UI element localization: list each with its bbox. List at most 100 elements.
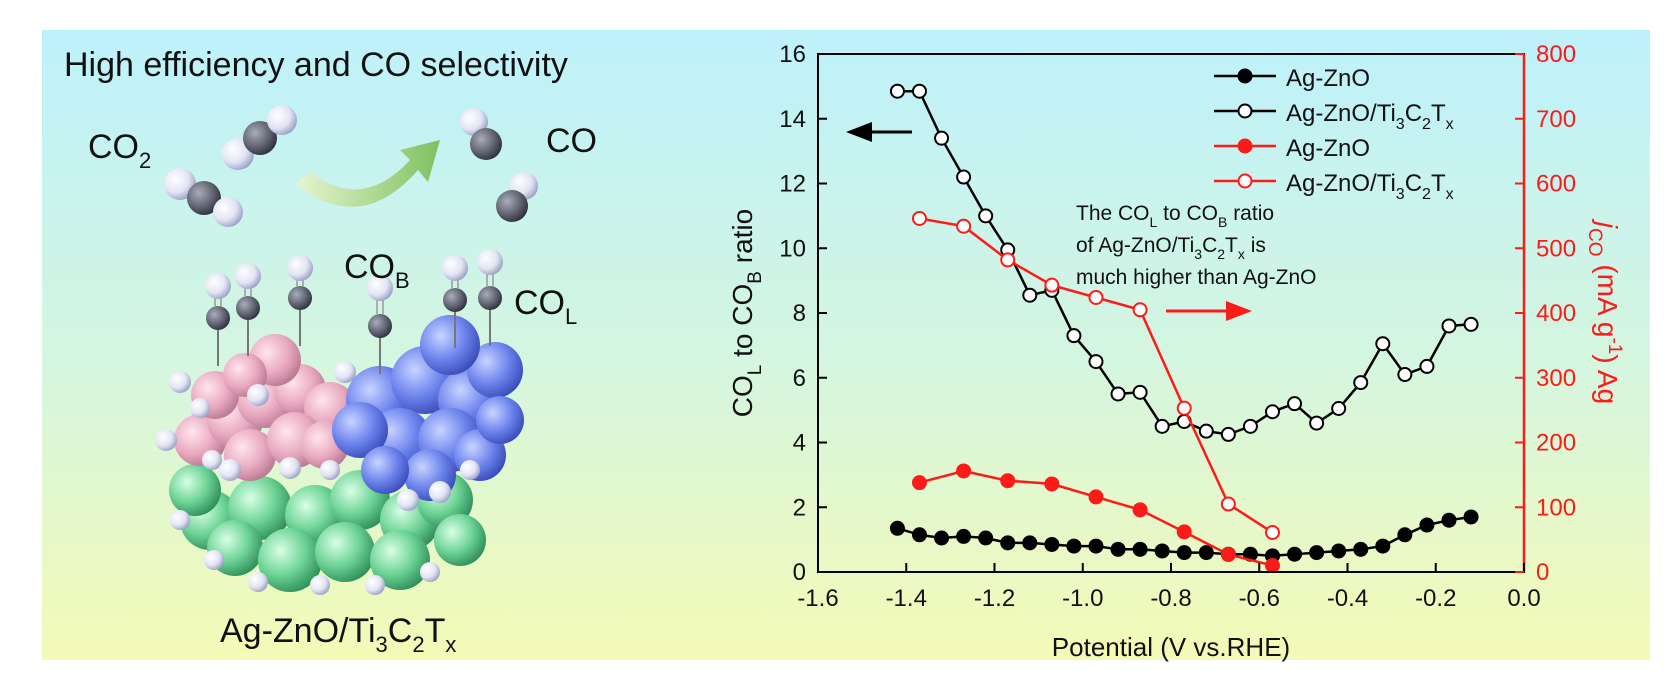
data-point [1000,252,1016,268]
cob-label: COB [344,248,410,293]
y-right-tick-label: 0 [1536,559,1549,586]
caption-sub: 2 [412,632,424,657]
data-point [1044,536,1060,552]
data-point [934,130,950,146]
adsorbed-co-molecule [367,275,393,374]
co2-label-main: CO [88,128,139,166]
hydrogen-atom [420,562,440,582]
zno-sphere [315,522,375,582]
y-right-title-sup: -1 [1604,337,1625,354]
y-left-tick-label: 2 [793,494,806,521]
y-right-axis-title: jCO (mA g-1) Ag [1584,218,1625,404]
x-tick-label: -0.6 [1239,585,1280,612]
data-point [1066,328,1082,344]
data-point [1463,316,1479,332]
adsorbed-co-molecule [235,263,261,356]
carbon-atom [236,296,260,320]
legend-marker [1237,173,1253,189]
hydrogen-atom [202,450,222,470]
y-left-title-sub: B [745,271,766,284]
data-point [1088,289,1104,305]
hydrogen-atom [310,575,330,595]
series-4 [911,210,1280,541]
y-right-title-part: (mA g [1592,257,1623,338]
data-point [911,475,927,491]
adsorbed-co-molecule [287,255,313,346]
ag-sphere [476,396,524,444]
y-left-tick-label: 4 [793,430,806,457]
oxygen-atom [287,255,313,281]
col-label: COL [514,284,577,329]
caption-part: C [388,612,413,650]
data-point [1044,277,1060,293]
legend-sub: x [1446,116,1454,133]
caption-sub: 3 [376,632,388,657]
annotation-part: T [1225,234,1238,257]
data-point [1264,558,1280,574]
x-tick-label: -1.6 [797,585,838,612]
legend-label: Ag-ZnO [1286,135,1370,162]
col-label-main: CO [514,284,565,322]
legend-marker [1237,138,1253,154]
carbon-atom [478,286,502,310]
data-point [1088,354,1104,370]
ag-sphere [420,315,480,375]
data-point [911,527,927,543]
data-point [978,530,994,546]
legend-label: Ag-ZnO/Ti3C2Tx [1286,170,1454,203]
x-tick-label: -0.4 [1327,585,1368,612]
data-point [1287,396,1303,412]
legend-entry-2: Ag-ZnO/Ti3C2Tx [1214,100,1454,133]
annotation-line-3: much higher than Ag-ZnO [1076,266,1316,289]
data-point [1441,512,1457,528]
zno-sphere [258,528,322,592]
col-label-sub: L [565,304,577,329]
series-3 [911,463,1280,574]
data-point [1000,535,1016,551]
carbon-atom [288,286,312,310]
data-point [1176,400,1192,416]
hydrogen-atom [247,384,269,406]
data-point [1264,525,1280,541]
annotation-sub: 2 [1217,246,1225,262]
x-tick-label: -1.4 [886,585,927,612]
data-point [1353,375,1369,391]
legend-label: Ag-ZnO [1286,65,1370,92]
data-point [1088,489,1104,505]
data-point [1419,358,1435,374]
series-2 [889,83,1479,442]
y-right-tick-label: 200 [1536,430,1576,457]
data-point [1309,415,1325,431]
annotation-part: is [1245,234,1266,257]
carbon-atom [443,288,467,312]
adsorbed-co-molecule [442,255,468,348]
x-tick-label: -1.0 [1062,585,1103,612]
series-line [897,89,1472,436]
legend: Ag-ZnO Ag-ZnO/Ti3C2Tx Ag-ZnO Ag-ZnO/Ti3C… [1214,65,1454,203]
annotation-part: The CO [1076,202,1150,225]
co2-molecule-upper [222,105,297,170]
data-point [911,83,927,99]
oxygen-atom [477,249,503,275]
caption-part: Ag-ZnO/Ti [220,612,376,650]
adsorbed-co-molecule [477,249,503,346]
oxygen-atom [442,255,468,281]
data-point [1353,541,1369,557]
hydrogen-atom [279,457,301,479]
y-left-title-part: CO [727,375,758,417]
data-point [1132,302,1148,318]
hydrogen-atom [429,481,451,503]
legend-marker [1237,68,1253,84]
annotation-sub: L [1150,214,1158,230]
y-right-tick-label: 400 [1536,300,1576,327]
legend-part: Ag-ZnO/Ti [1286,100,1396,127]
x-axis-title: Potential (V vs.RHE) [1052,632,1290,662]
oxygen-atom [235,263,261,289]
data-point [1066,538,1082,554]
nanoparticle-cluster [155,249,524,595]
ag-sphere [361,446,409,494]
y-left-tick-label: 14 [779,106,806,133]
annotation-part: C [1202,234,1217,257]
data-point [1044,476,1060,492]
